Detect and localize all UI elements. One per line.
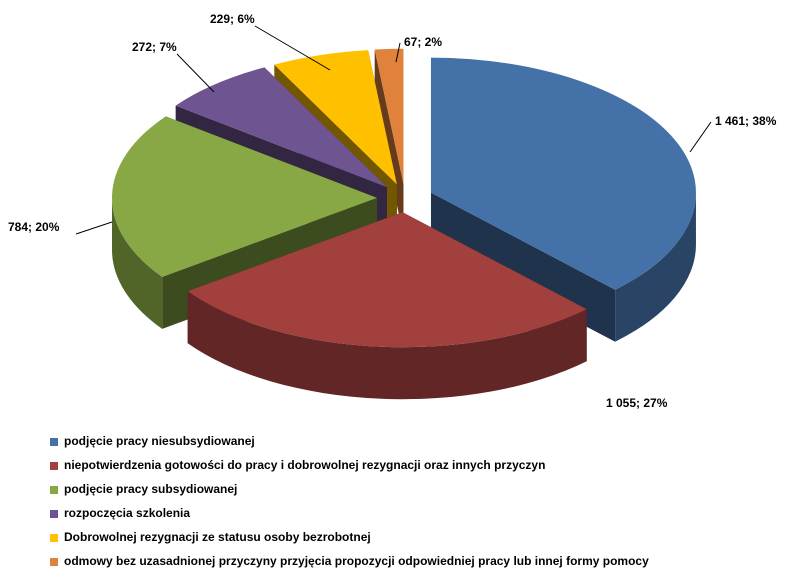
legend-label: niepotwierdzenia gotowości do pracy i do…	[64, 458, 545, 472]
slice	[175, 67, 387, 188]
data-label: 1 055; 27%	[606, 396, 668, 410]
slice	[274, 50, 397, 185]
legend-swatch	[50, 558, 58, 566]
legend-swatch	[50, 438, 58, 446]
leader-line	[254, 25, 331, 71]
slice-wall	[615, 192, 696, 342]
slice-wall	[187, 291, 587, 400]
legend-label: rozpoczęcia szkolenia	[64, 506, 190, 520]
slice-wall	[112, 197, 163, 329]
legend-swatch	[50, 462, 58, 470]
legend-label: Dobrowolnej rezygnacji ze statusu osoby …	[64, 530, 371, 544]
slice-tops	[112, 48, 696, 348]
legend-label: podjęcie pracy subsydiowanej	[64, 482, 237, 496]
slice	[430, 57, 696, 290]
data-label: 1 461; 38%	[715, 114, 777, 128]
slice	[374, 48, 404, 184]
slice	[112, 116, 378, 277]
leader-line	[395, 42, 401, 63]
legend-swatch	[50, 486, 58, 494]
data-label: 67; 2%	[404, 35, 442, 49]
legend-swatch	[50, 510, 58, 518]
data-label: 229; 6%	[210, 12, 255, 26]
leader-line	[75, 221, 113, 235]
leader-line	[689, 121, 712, 153]
legend-label: odmowy bez uzasadnionej przyczyny przyję…	[64, 554, 649, 568]
data-label: 272; 7%	[132, 40, 177, 54]
legend-swatch	[50, 534, 58, 542]
leader-line	[176, 53, 215, 93]
slice	[187, 212, 587, 348]
data-label: 784; 20%	[8, 220, 60, 234]
legend-label: podjęcie pracy niesubsydiowanej	[64, 434, 255, 448]
